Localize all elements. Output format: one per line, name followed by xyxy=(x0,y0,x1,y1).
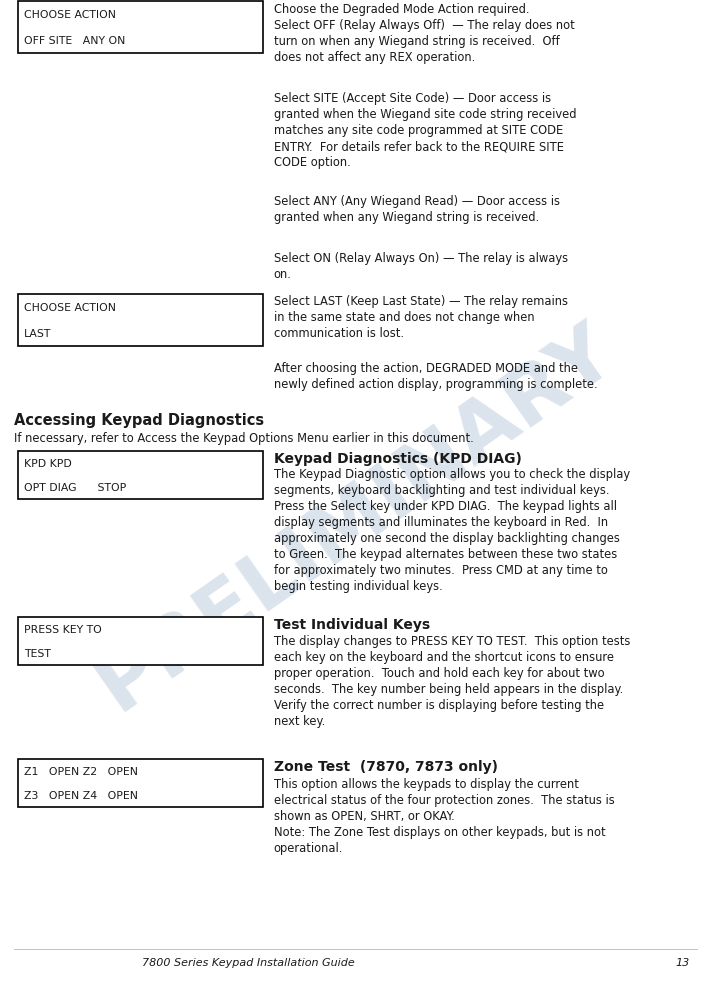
Text: LAST: LAST xyxy=(23,329,51,339)
Text: Select ANY (Any Wiegand Read) — Door access is
granted when any Wiegand string i: Select ANY (Any Wiegand Read) — Door acc… xyxy=(274,195,560,224)
Text: PRELIMINARY: PRELIMINARY xyxy=(82,309,629,725)
Text: Accessing Keypad Diagnostics: Accessing Keypad Diagnostics xyxy=(14,413,264,427)
Text: CHOOSE ACTION: CHOOSE ACTION xyxy=(23,10,116,20)
Text: PRESS KEY TO: PRESS KEY TO xyxy=(23,624,102,634)
Text: The Keypad Diagnostic option allows you to check the display
segments, keyboard : The Keypad Diagnostic option allows you … xyxy=(274,467,630,592)
Text: 13: 13 xyxy=(675,957,690,967)
Text: 7800 Series Keypad Installation Guide: 7800 Series Keypad Installation Guide xyxy=(142,957,355,967)
Text: Z1   OPEN Z2   OPEN: Z1 OPEN Z2 OPEN xyxy=(23,766,138,776)
Bar xyxy=(18,294,263,347)
Bar xyxy=(18,2,263,54)
Text: Select ON (Relay Always On) — The relay is always
on.: Select ON (Relay Always On) — The relay … xyxy=(274,251,568,280)
Text: Select SITE (Accept Site Code) — Door access is
granted when the Wiegand site co: Select SITE (Accept Site Code) — Door ac… xyxy=(274,91,576,169)
Text: Select LAST (Keep Last State) — The relay remains
in the same state and does not: Select LAST (Keep Last State) — The rela… xyxy=(274,294,568,340)
Text: Z3   OPEN Z4   OPEN: Z3 OPEN Z4 OPEN xyxy=(23,790,138,800)
Text: CHOOSE ACTION: CHOOSE ACTION xyxy=(23,303,116,313)
Text: Keypad Diagnostics (KPD DIAG): Keypad Diagnostics (KPD DIAG) xyxy=(274,451,522,465)
Text: The display changes to PRESS KEY TO TEST.  This option tests
each key on the key: The display changes to PRESS KEY TO TEST… xyxy=(274,634,630,728)
Text: Choose the Degraded Mode Action required.
Select OFF (Relay Always Off)  — The r: Choose the Degraded Mode Action required… xyxy=(274,3,574,64)
Text: This option allows the keypads to display the current
electrical status of the f: This option allows the keypads to displa… xyxy=(274,777,614,854)
Text: KPD KPD: KPD KPD xyxy=(23,458,72,468)
Bar xyxy=(18,451,263,500)
Text: OFF SITE   ANY ON: OFF SITE ANY ON xyxy=(23,36,125,46)
Text: OPT DIAG      STOP: OPT DIAG STOP xyxy=(23,482,126,492)
Text: Test Individual Keys: Test Individual Keys xyxy=(274,617,430,631)
Text: After choosing the action, DEGRADED MODE and the
newly defined action display, p: After choosing the action, DEGRADED MODE… xyxy=(274,362,597,391)
Bar xyxy=(18,617,263,665)
Text: If necessary, refer to Access the Keypad Options Menu earlier in this document.: If necessary, refer to Access the Keypad… xyxy=(14,431,474,444)
Text: Zone Test  (7870, 7873 only): Zone Test (7870, 7873 only) xyxy=(274,759,498,773)
Bar xyxy=(18,759,263,807)
Text: TEST: TEST xyxy=(23,648,50,658)
